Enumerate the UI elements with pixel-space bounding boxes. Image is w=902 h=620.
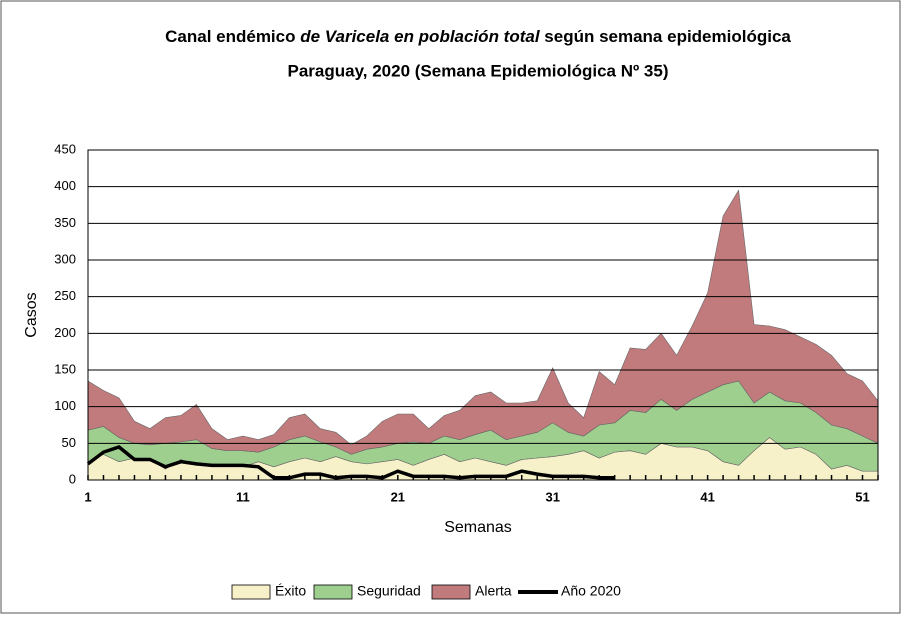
legend-swatch — [313, 584, 353, 600]
y-tick-label: 100 — [54, 398, 76, 413]
x-tick-label: 21 — [391, 489, 405, 504]
x-tick-label: 31 — [545, 489, 559, 504]
x-axis-label: Semanas — [444, 519, 512, 536]
y-axis-label: Casos — [23, 292, 40, 337]
legend-label: Seguridad — [357, 583, 421, 599]
y-tick-label: 250 — [54, 288, 76, 303]
legend-label: Año 2020 — [561, 583, 621, 599]
legend-label: Alerta — [475, 583, 512, 599]
chart-subtitle: Paraguay, 2020 (Semana Epidemiológica Nº… — [288, 61, 669, 80]
y-tick-label: 150 — [54, 361, 76, 376]
legend-label: Éxito — [275, 583, 306, 599]
y-tick-label: 300 — [54, 251, 76, 266]
title-part: de Varicela en población total — [300, 27, 541, 46]
x-tick-label: 41 — [700, 489, 714, 504]
x-tick-label: 11 — [236, 489, 250, 504]
legend-swatch — [431, 584, 471, 600]
title-part: según semana epidemiológica — [540, 27, 792, 46]
y-tick-label: 350 — [54, 215, 76, 230]
y-tick-label: 0 — [69, 471, 76, 486]
title-part: Canal endémico — [165, 27, 300, 46]
y-tick-label: 50 — [62, 435, 76, 450]
x-tick-label: 51 — [855, 489, 869, 504]
y-tick-label: 400 — [54, 178, 76, 193]
y-tick-label: 450 — [54, 141, 76, 156]
legend-swatch — [231, 584, 271, 600]
plot-border — [87, 149, 879, 481]
chart-title: Canal endémico de Varicela en población … — [165, 27, 791, 46]
x-tick-label: 1 — [84, 489, 91, 504]
y-tick-label: 200 — [54, 325, 76, 340]
